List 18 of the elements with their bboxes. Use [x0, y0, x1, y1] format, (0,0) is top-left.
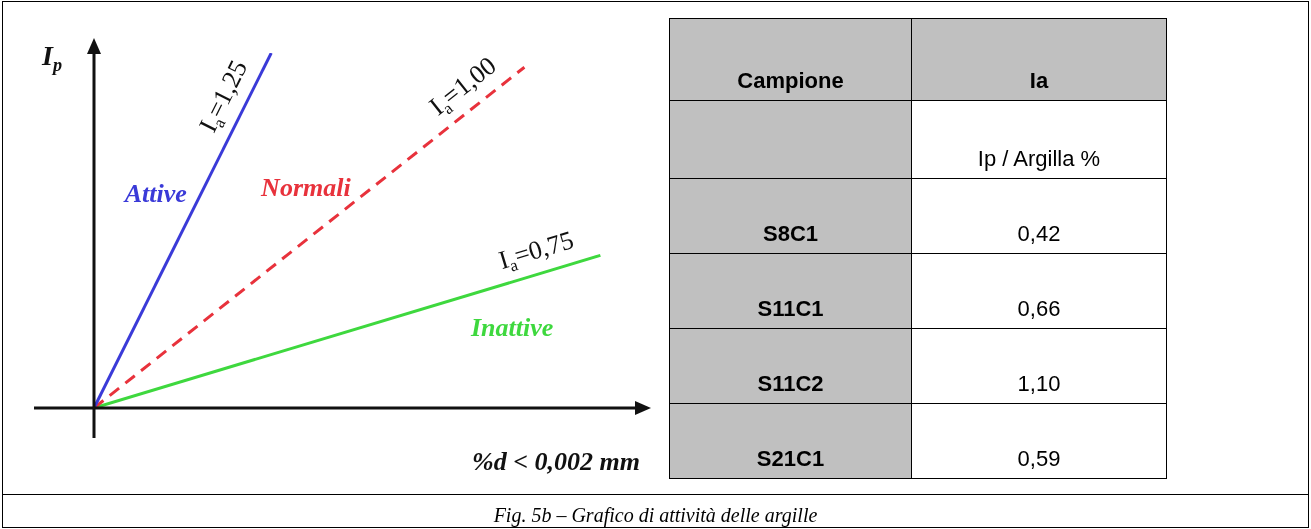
category-label: S8C1 [762, 221, 819, 247]
category-label: S11C1 [757, 296, 824, 322]
text: Ip / Argilla % [977, 146, 1101, 172]
text: 1,10 [1017, 371, 1061, 396]
category-label: S11C2 [757, 371, 824, 397]
text: Campione [737, 68, 844, 94]
text: Ia=1,25 [193, 55, 254, 137]
text: Ia=0,75 [495, 225, 577, 276]
annotation: Inattive [469, 312, 554, 342]
caption: Fig. 5b – Grafico di attività delle argille [493, 504, 818, 526]
text: 0,42 [1017, 221, 1061, 246]
text: 0,59 [1017, 446, 1061, 471]
annotation: Attive [122, 178, 187, 208]
category-label: S21C1 [756, 446, 825, 472]
x-axis-title: %d < 0,002 mm [472, 446, 640, 476]
annotation: Normali [260, 172, 352, 202]
text: 0,66 [1017, 296, 1061, 321]
text: Ia [1029, 68, 1049, 94]
